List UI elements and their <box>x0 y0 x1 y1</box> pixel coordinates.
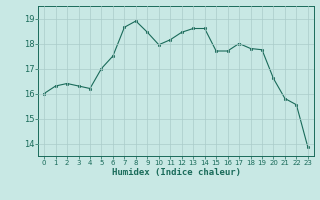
X-axis label: Humidex (Indice chaleur): Humidex (Indice chaleur) <box>111 168 241 177</box>
